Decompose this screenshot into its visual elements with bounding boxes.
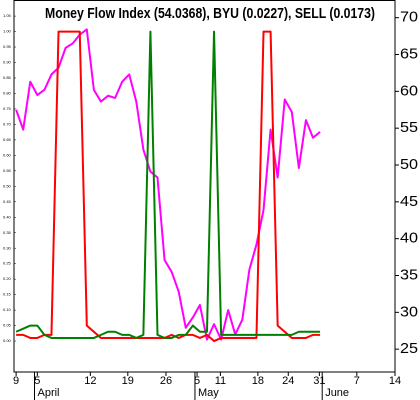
y2-tick-label: 0.05 <box>3 323 12 328</box>
x-tick-label: 9 <box>13 375 19 387</box>
x-tick-label: 12 <box>84 375 96 387</box>
x-tick-label: 5 <box>194 375 200 387</box>
month-label: June <box>325 387 349 399</box>
y-tick-label: 30 <box>400 303 418 320</box>
month-label: May <box>198 387 219 399</box>
y2-tick-label: 0.60 <box>3 152 12 157</box>
y2-tick-label: 0.30 <box>3 245 12 250</box>
y2-tick-label: 0.75 <box>3 106 12 111</box>
y2-tick-label: 0.35 <box>3 230 12 235</box>
month-label: April <box>37 387 59 399</box>
y2-tick-label: 0.90 <box>3 60 12 65</box>
y-tick-label: 25 <box>400 340 418 357</box>
y2-tick-label: 0.15 <box>3 292 12 297</box>
x-tick-label: 5 <box>34 375 40 387</box>
x-tick-label: 14 <box>389 375 401 387</box>
series-line <box>16 30 321 343</box>
x-tick-label: 18 <box>252 375 264 387</box>
y2-tick-label: 0.65 <box>3 137 12 142</box>
x-tick-label: 11 <box>215 375 226 387</box>
y2-tick-label: 0.80 <box>3 91 12 96</box>
plot-frame <box>13 0 396 373</box>
y-tick-label: 65 <box>400 45 418 62</box>
y2-tick-label: 0.55 <box>3 168 12 173</box>
y2-tick-label: 0.20 <box>3 276 12 281</box>
y-tick-label: 70 <box>400 9 418 26</box>
y2-tick-label: 0.25 <box>3 261 12 266</box>
y-tick-label: 45 <box>400 193 418 210</box>
x-tick-label: 19 <box>122 375 134 387</box>
x-tick-label: 24 <box>282 375 294 387</box>
y-tick-label: 35 <box>400 266 418 283</box>
x-tick-label: 31 <box>313 375 325 387</box>
y2-tick-label: 0.00 <box>3 338 12 343</box>
y2-tick-label: 1.00 <box>3 29 12 34</box>
y2-tick-label: 0.50 <box>3 183 12 188</box>
y2-tick-label: 0.85 <box>3 75 12 80</box>
y2-tick-label: 0.95 <box>3 44 12 49</box>
y-tick-label: 50 <box>400 156 418 173</box>
series-line <box>15 30 321 339</box>
y-tick-label: 60 <box>400 82 418 99</box>
series-line <box>15 28 321 341</box>
y2-tick-label: 0.70 <box>3 121 12 126</box>
x-tick-label: 7 <box>354 375 360 387</box>
y2-tick-label: 0.40 <box>3 214 12 219</box>
y2-tick-label: 0.10 <box>3 307 12 312</box>
y-tick-label: 55 <box>400 119 418 136</box>
chart-title: Money Flow Index (54.0368), BYU (0.0227)… <box>45 5 375 22</box>
y-tick-label: 40 <box>400 230 418 247</box>
y2-tick-label: 1.05 <box>3 13 12 18</box>
y2-tick-label: 0.45 <box>3 199 12 204</box>
x-tick-label: 26 <box>160 375 172 387</box>
